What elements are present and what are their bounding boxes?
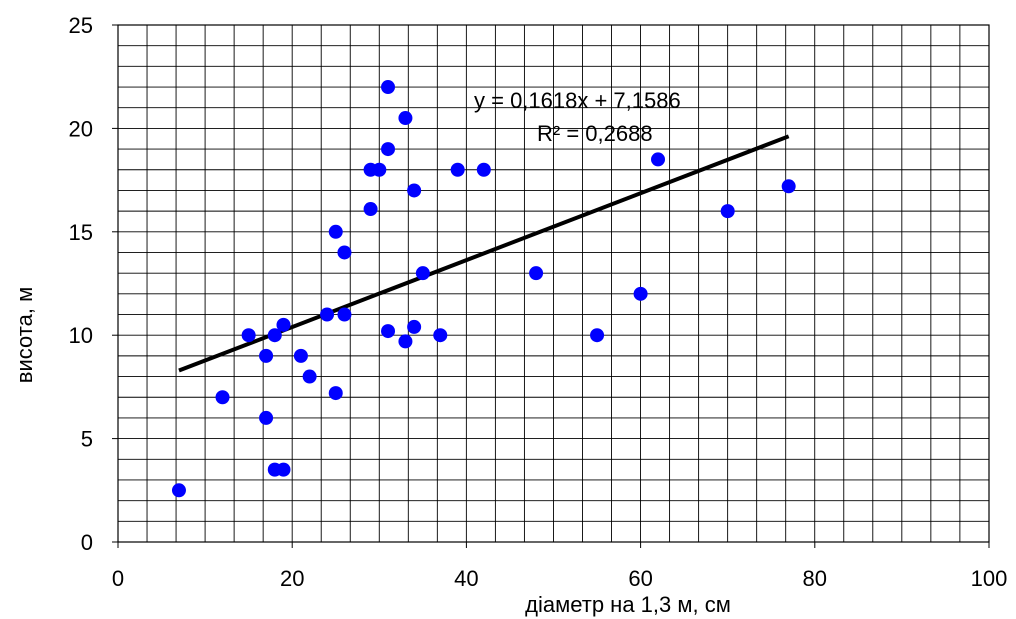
data-point xyxy=(241,328,256,343)
data-point xyxy=(171,483,186,498)
data-point xyxy=(328,386,343,401)
y-tick-label: 0 xyxy=(81,530,93,555)
x-axis-ticks: 0 20 40 60 80 100 xyxy=(112,542,1007,591)
data-point xyxy=(302,369,317,384)
data-point xyxy=(381,80,396,95)
data-point xyxy=(215,390,230,405)
x-tick-label: 0 xyxy=(112,566,124,591)
data-point xyxy=(407,183,422,198)
data-point xyxy=(450,162,465,177)
trendline-r-squared: R² = 0,2688 xyxy=(537,121,653,146)
x-tick-label: 20 xyxy=(280,566,304,591)
data-point xyxy=(320,307,335,322)
data-point xyxy=(633,286,648,301)
data-point xyxy=(337,307,352,322)
x-tick-label: 100 xyxy=(971,566,1008,591)
data-point xyxy=(720,204,735,219)
data-points xyxy=(171,80,796,498)
data-point xyxy=(267,328,282,343)
data-point xyxy=(407,319,422,334)
data-point xyxy=(529,266,544,281)
data-point xyxy=(415,266,430,281)
y-axis-title: висота, м xyxy=(12,287,37,383)
y-tick-label: 10 xyxy=(69,323,93,348)
x-tick-label: 40 xyxy=(454,566,478,591)
y-tick-label: 5 xyxy=(81,427,93,452)
data-point xyxy=(328,224,343,239)
x-axis-title: діаметр на 1,3 м, см xyxy=(525,592,731,617)
data-point xyxy=(276,317,291,332)
data-point xyxy=(276,462,291,477)
data-point xyxy=(398,111,413,126)
y-tick-label: 20 xyxy=(69,116,93,141)
data-point xyxy=(337,245,352,260)
y-tick-label: 25 xyxy=(69,13,93,38)
data-point xyxy=(293,348,308,363)
y-axis-ticks: 0 5 10 15 20 25 xyxy=(69,13,118,555)
data-point xyxy=(476,162,491,177)
data-point xyxy=(398,334,413,349)
data-point xyxy=(651,152,666,167)
x-tick-label: 80 xyxy=(803,566,827,591)
data-point xyxy=(590,328,605,343)
data-point xyxy=(259,410,274,425)
data-point xyxy=(363,202,378,217)
x-tick-label: 60 xyxy=(628,566,652,591)
data-point xyxy=(381,142,396,157)
y-tick-label: 15 xyxy=(69,220,93,245)
data-point xyxy=(433,328,448,343)
data-point xyxy=(781,179,796,194)
plot-area-frame xyxy=(117,24,990,543)
trendline-equation: y = 0,1618x + 7,1586 xyxy=(474,88,681,113)
data-point xyxy=(372,162,387,177)
data-point xyxy=(259,348,274,363)
data-point xyxy=(381,324,396,339)
grid-lines xyxy=(118,25,989,542)
